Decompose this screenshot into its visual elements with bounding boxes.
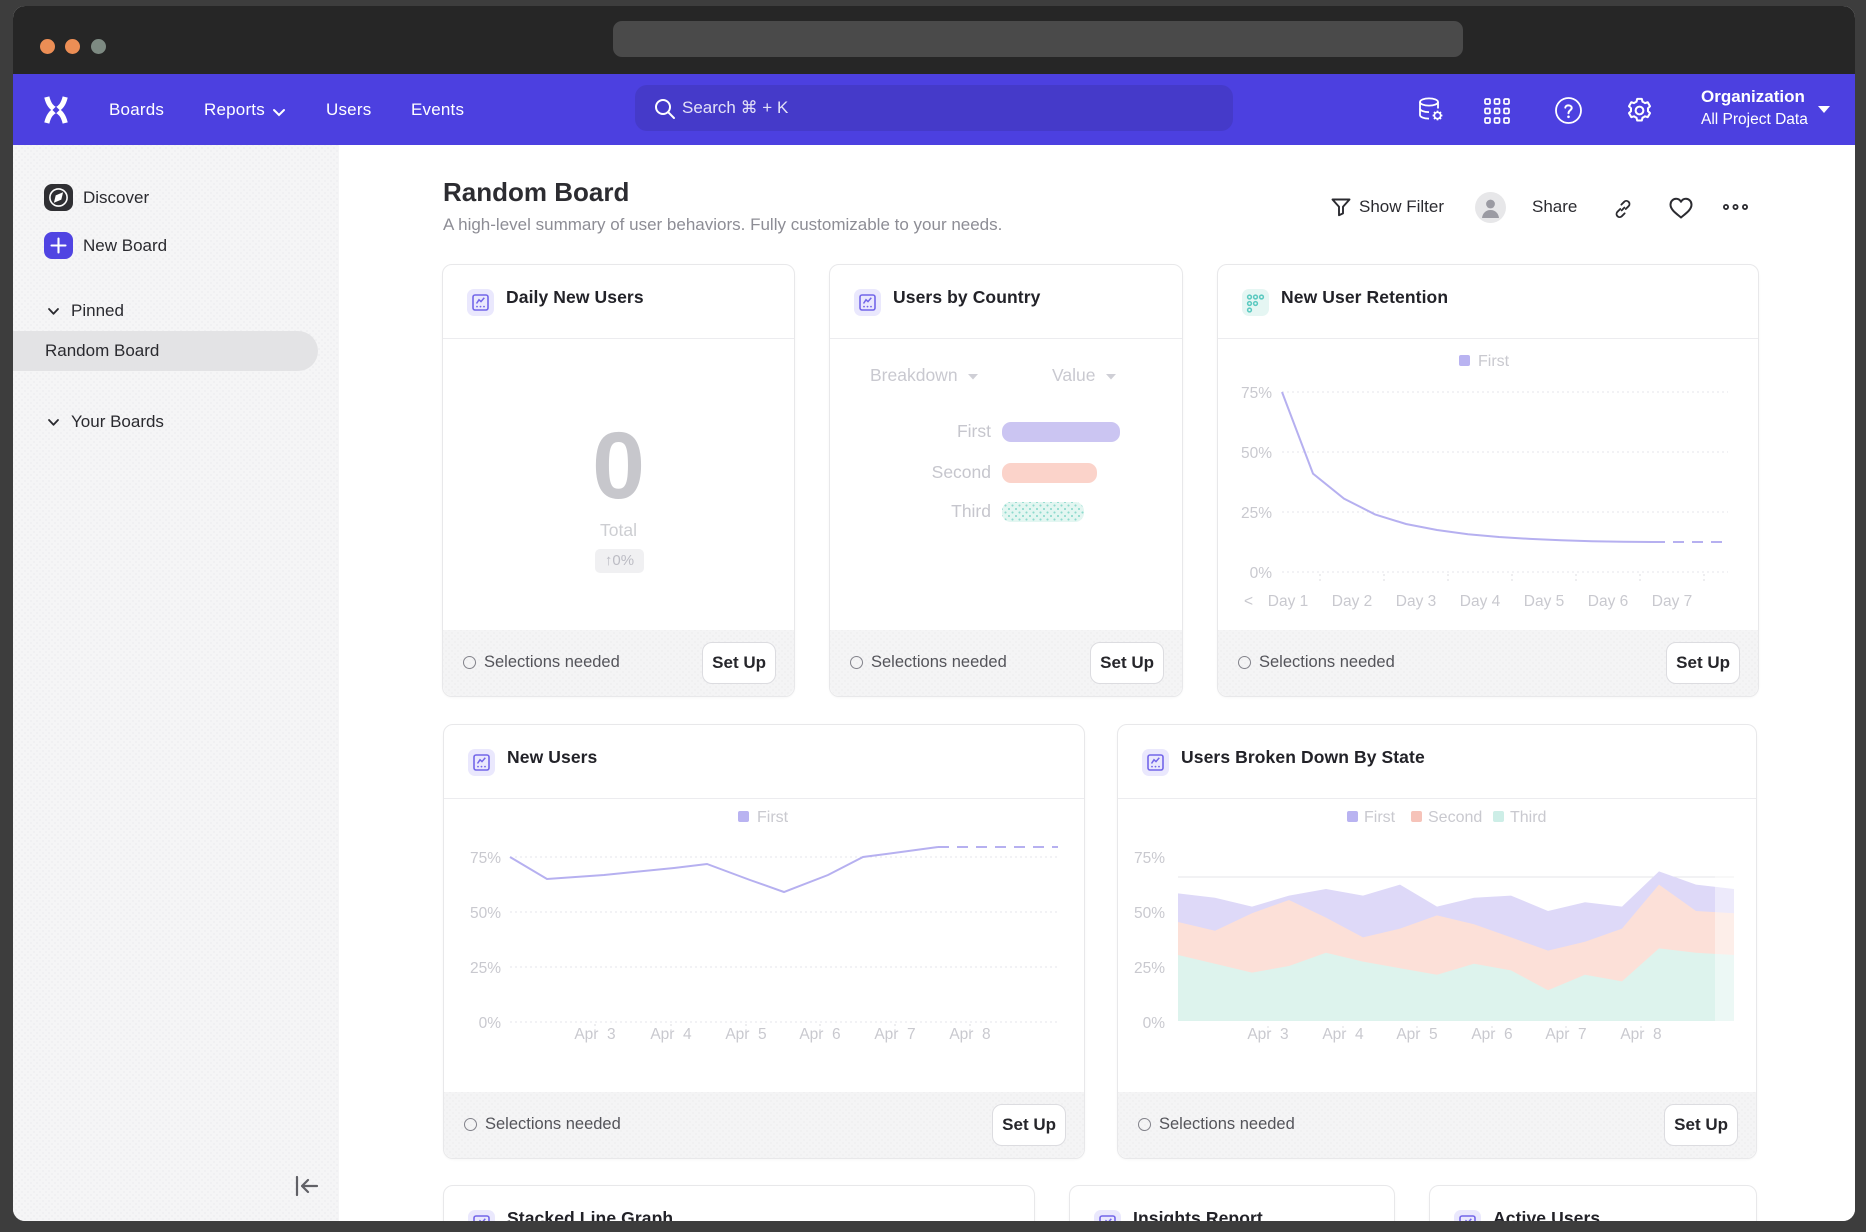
svg-text:Third: Third <box>1510 809 1546 826</box>
svg-text:50%: 50% <box>1134 905 1165 922</box>
svg-text:0%: 0% <box>1143 1015 1166 1032</box>
svg-text:Apr 5: Apr 5 <box>1396 1026 1437 1043</box>
svg-text:Apr 5: Apr 5 <box>725 1026 766 1043</box>
svg-text:25%: 25% <box>1241 505 1272 522</box>
svg-text:Day 5: Day 5 <box>1524 593 1565 610</box>
svg-text:First: First <box>757 809 789 826</box>
svg-text:50%: 50% <box>1241 445 1272 462</box>
svg-text:<: < <box>1244 593 1253 610</box>
svg-text:Apr 3: Apr 3 <box>1247 1026 1288 1043</box>
svg-text:Apr 8: Apr 8 <box>949 1026 990 1043</box>
svg-text:First: First <box>1364 809 1396 826</box>
svg-text:First: First <box>1478 353 1510 370</box>
svg-text:Apr 8: Apr 8 <box>1620 1026 1661 1043</box>
svg-text:Apr 4: Apr 4 <box>1322 1026 1364 1043</box>
svg-text:50%: 50% <box>470 905 501 922</box>
svg-text:Day 4: Day 4 <box>1460 593 1501 610</box>
svg-text:Day 1: Day 1 <box>1268 593 1309 610</box>
svg-text:Day 3: Day 3 <box>1396 593 1437 610</box>
svg-text:Second: Second <box>1428 809 1482 826</box>
svg-text:Day 6: Day 6 <box>1588 593 1629 610</box>
svg-text:Apr 6: Apr 6 <box>1471 1026 1512 1043</box>
svg-text:25%: 25% <box>1134 960 1165 977</box>
svg-text:25%: 25% <box>470 960 501 977</box>
svg-text:Day 7: Day 7 <box>1652 593 1693 610</box>
svg-text:Day 2: Day 2 <box>1332 593 1373 610</box>
svg-text:75%: 75% <box>1241 385 1272 402</box>
svg-text:75%: 75% <box>1134 850 1165 867</box>
svg-text:0%: 0% <box>479 1015 502 1032</box>
svg-text:Apr 4: Apr 4 <box>650 1026 692 1043</box>
svg-text:Apr 3: Apr 3 <box>574 1026 615 1043</box>
svg-text:Apr 7: Apr 7 <box>874 1026 915 1043</box>
svg-text:75%: 75% <box>470 850 501 867</box>
svg-text:Apr 6: Apr 6 <box>799 1026 840 1043</box>
svg-text:0%: 0% <box>1250 565 1273 582</box>
svg-text:Apr 7: Apr 7 <box>1545 1026 1586 1043</box>
